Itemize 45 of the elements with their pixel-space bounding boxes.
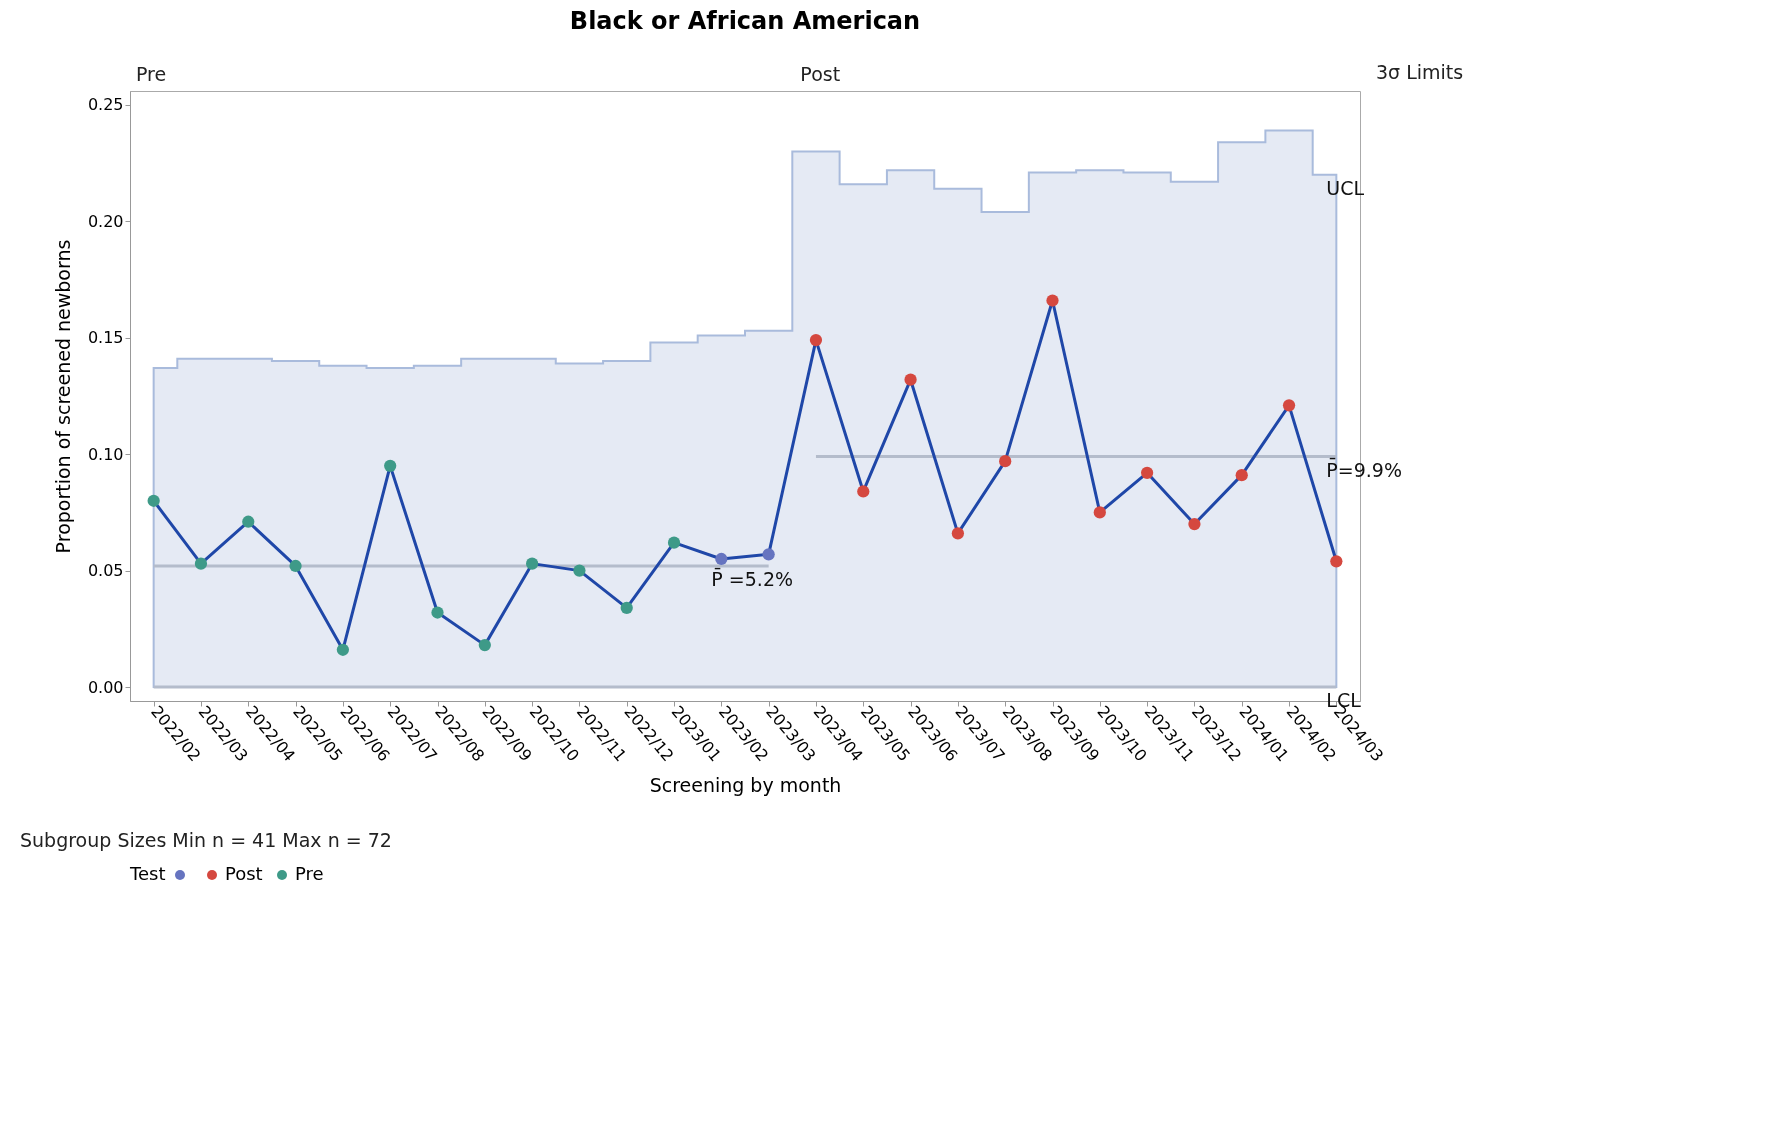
point: [147, 494, 160, 507]
point: [1282, 399, 1296, 412]
text: Subgroup Sizes Min n = 41 Max n = 72: [20, 829, 392, 851]
annotation: P̄=9.9%: [1326, 457, 1402, 481]
point: [1140, 466, 1154, 479]
point: [525, 557, 539, 570]
point: [336, 643, 350, 656]
point: [762, 548, 775, 561]
point: [809, 334, 823, 347]
point: [904, 373, 917, 386]
point: [999, 455, 1012, 468]
legend-title: Test: [129, 863, 166, 884]
x-axis-title: Screening by month: [649, 773, 842, 796]
y-axis-title: Proportion of screened newborns: [51, 239, 74, 554]
legend-label: Post: [225, 863, 263, 884]
annotation: UCL: [1326, 176, 1365, 199]
point: [573, 564, 586, 577]
point: [1235, 469, 1248, 482]
point: [242, 515, 255, 528]
y-tick-label: 0.15: [87, 328, 124, 348]
point: [384, 459, 397, 472]
y-tick-label: 0.10: [87, 444, 124, 464]
text: Post: [800, 63, 841, 85]
text: Pre: [136, 63, 167, 85]
y-tick-label: 0.20: [87, 211, 124, 231]
y-tick-label: 0.05: [87, 561, 124, 581]
point: [194, 557, 208, 570]
legend-label: Pre: [295, 863, 324, 884]
point: [667, 536, 681, 549]
y-tick-label: 0.25: [87, 95, 124, 115]
point: [715, 552, 728, 566]
point: [620, 601, 633, 614]
point: [1093, 506, 1106, 519]
point: [1188, 517, 1201, 531]
text: 3σ Limits: [1376, 61, 1464, 83]
y-tick-label: 0.00: [87, 677, 124, 697]
annotation: P̄ =5.2%: [711, 566, 794, 590]
point: [857, 485, 870, 498]
point: [1046, 294, 1059, 307]
chart-title: Black or African American: [569, 7, 921, 35]
point: [289, 559, 302, 573]
point: [951, 527, 965, 540]
point: [1330, 555, 1343, 568]
point: [478, 639, 491, 652]
point: [431, 606, 444, 619]
